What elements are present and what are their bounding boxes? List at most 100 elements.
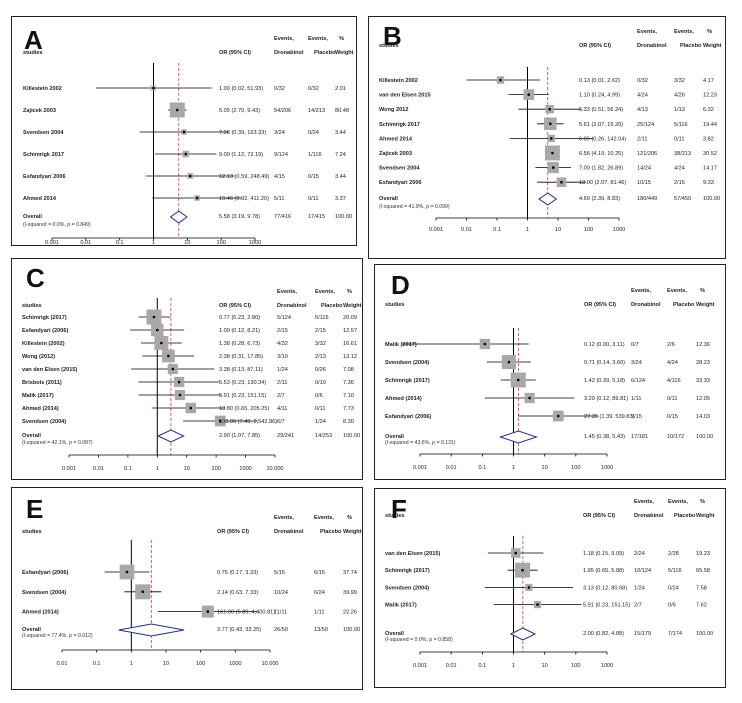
overall-events-placebo: 7/174 (668, 631, 682, 637)
header-events-arm2: Events, (308, 36, 328, 42)
study-label: Ahmed (2014) (22, 610, 59, 616)
events-placebo: 1/13 (674, 107, 685, 113)
study-label: Malik (2017) (385, 342, 417, 348)
events-dronabinol: 4/15 (274, 174, 285, 180)
overall-events-placebo: 10/172 (667, 434, 684, 440)
point-estimate (527, 586, 531, 589)
study-label: Esfandyari (2006) (385, 414, 431, 420)
point-estimate (507, 360, 511, 364)
or-ci-value: 3.29 (0.12, 89.81) (584, 396, 628, 402)
study-label: Esfandyari 2006 (23, 174, 66, 180)
events-placebo: 0/11 (308, 196, 318, 202)
x-tick-label: 1 (130, 661, 133, 667)
x-tick-label: 1 (512, 465, 515, 471)
point-estimate (152, 86, 155, 90)
or-ci-value: 5.53 (0.23, 130.34) (219, 380, 266, 386)
events-placebo: 0/15 (308, 174, 319, 180)
weight-value: 6.32 (703, 107, 714, 113)
events-dronabinol: 10/15 (637, 180, 651, 186)
overall-events-dronabinol: 180/449 (637, 196, 657, 202)
overall-events-placebo: 13/50 (314, 627, 328, 633)
weight-value: 28.23 (696, 360, 710, 366)
point-estimate (527, 93, 531, 96)
or-ci-value: 12.13 (0.59, 248.49) (219, 174, 270, 180)
point-estimate (178, 393, 182, 397)
events-placebo: 14/213 (308, 108, 325, 114)
header-weight: Weight (343, 529, 362, 535)
point-estimate (499, 78, 502, 82)
header-placebo: Placebo (314, 50, 336, 56)
overall-weight: 100.00 (343, 433, 360, 439)
events-dronabinol: 4/11 (277, 406, 287, 412)
point-estimate (184, 152, 188, 156)
weight-value: 2.01 (335, 86, 346, 92)
events-placebo: 4/116 (667, 378, 681, 384)
panel-letter: A (24, 25, 43, 55)
events-dronabinol: 14/24 (637, 166, 651, 172)
header-dronabinol: Dronabinol (274, 50, 304, 56)
study-label: Schimrigk 2017 (23, 152, 64, 158)
weight-value: 37.74 (343, 570, 357, 576)
events-dronabinol: 121/206 (637, 151, 657, 157)
events-dronabinol: 6/124 (631, 378, 645, 384)
header-dronabinol: Dronabinol (277, 303, 307, 309)
x-tick-label: 0.01 (57, 661, 68, 667)
x-tick-label: 0.1 (478, 663, 486, 669)
point-estimate (206, 610, 210, 613)
study-label: Zajicek 2003 (23, 108, 56, 114)
or-ci-value: 1.42 (0.39, 5.18) (584, 378, 625, 384)
or-ci-value: 5.91 (0.23, 151.15) (219, 393, 266, 399)
or-ci-value: 1.10 (0.24, 4.99) (579, 93, 620, 99)
header-studies: studies (385, 302, 405, 308)
header-studies: studies (23, 50, 43, 56)
events-dronabinol: 10/124 (634, 568, 651, 574)
or-ci-value: 5.91 (0.23, 151.15) (583, 603, 630, 609)
weight-value: 65.58 (696, 568, 710, 574)
or-ci-value: 0.77 (0.23, 2.80) (219, 315, 260, 321)
x-tick-label: 0.1 (478, 465, 486, 471)
overall-diamond (156, 429, 185, 443)
overall-events-dronabinol: 29/241 (277, 433, 294, 439)
panel-letter: E (26, 494, 43, 524)
heterogeneity-label: (I-squared = 42.1%, p = 0.087) (22, 440, 93, 446)
events-dronabinol: 5/11 (274, 196, 284, 202)
header-percent: % (339, 36, 344, 42)
or-ci-value: 7.98 (0.39, 163.33) (219, 130, 266, 136)
events-placebo: 3/32 (674, 78, 685, 84)
study-label: Svendsen (2004) (22, 590, 66, 596)
weight-value: 39.99 (343, 590, 357, 596)
overall-or-ci: 2.00 (0.82, 4.88) (583, 631, 624, 637)
events-dronabinol: 2/15 (277, 328, 288, 334)
or-ci-value: 1.38 (0.28, 6.73) (219, 341, 260, 347)
weight-value: 7.73 (343, 406, 354, 412)
overall-weight: 100.00 (335, 214, 352, 220)
weight-value: 8.30 (343, 419, 354, 425)
point-estimate (175, 108, 179, 112)
or-ci-value: 5.33 (0.51, 56.24) (579, 107, 623, 113)
x-tick-label: 0.1 (124, 466, 132, 472)
overall-events-placebo: 14/253 (315, 433, 332, 439)
weight-value: 12.05 (696, 396, 710, 402)
overall-events-dronabinol: 17/181 (631, 434, 648, 440)
header-dronabinol: Dronabinol (274, 529, 304, 535)
point-estimate (560, 180, 563, 184)
x-tick-label: 1 (152, 240, 155, 246)
or-ci-value: 6.56 (4.19, 10.25) (579, 151, 623, 157)
study-label: Schimrigk (2017) (385, 378, 430, 384)
weight-value: 13.12 (343, 354, 357, 360)
events-dronabinol: 9/124 (274, 152, 288, 158)
study-label: Svendsen (2004) (385, 585, 429, 591)
header-or-ci: OR (95% CI) (219, 303, 251, 309)
events-placebo: 0/11 (674, 136, 684, 142)
point-estimate (152, 315, 156, 319)
overall-diamond (118, 623, 185, 637)
point-estimate (536, 603, 539, 606)
x-tick-label: 10 (184, 240, 190, 246)
study-label: van den Elsen (2015) (22, 367, 77, 373)
point-estimate (177, 380, 181, 384)
